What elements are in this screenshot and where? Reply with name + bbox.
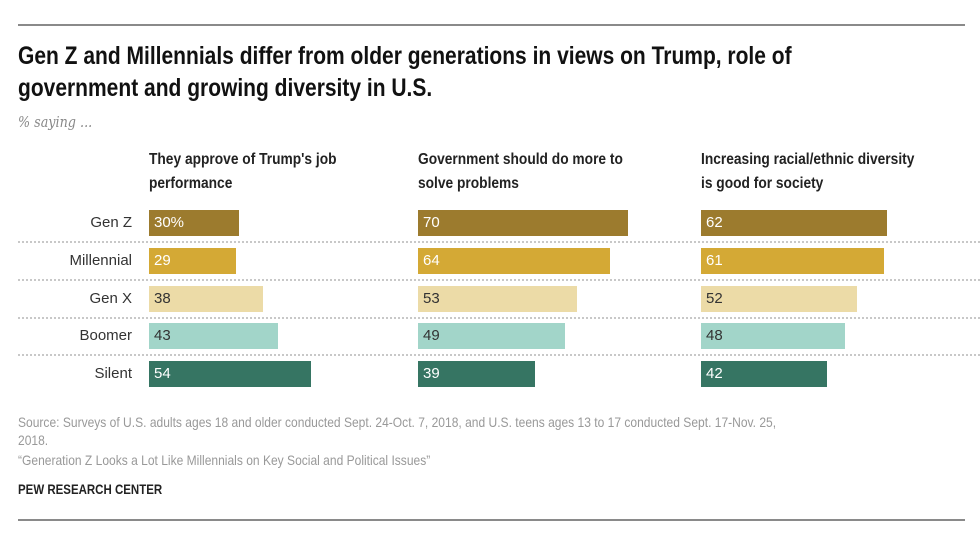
row-divider <box>18 316 980 319</box>
title-line: government and growing diversity in U.S. <box>18 74 433 102</box>
report-title: “Generation Z Looks a Lot Like Millennia… <box>18 452 431 468</box>
bar-gen-x: 53 <box>418 285 577 312</box>
top-rule <box>18 24 965 26</box>
header-line: is good for society <box>701 175 824 192</box>
data-label: 62 <box>706 214 723 231</box>
row-divider <box>18 241 980 243</box>
bar-boomer: 48 <box>701 323 845 350</box>
bar-gen-z: 30% <box>149 210 239 236</box>
panel-header-trump: They approve of Trump's job performance <box>149 148 337 196</box>
header-line: They approve of Trump's job <box>149 151 337 168</box>
data-label: 30% <box>154 214 185 231</box>
category-label: Silent <box>94 365 132 383</box>
data-label: 52 <box>706 289 723 307</box>
bottom-rule <box>18 519 965 521</box>
chart-subtitle: % saying ... <box>18 113 93 131</box>
row-divider <box>18 278 980 281</box>
data-label: 43 <box>154 327 171 345</box>
data-label: 70 <box>423 214 440 231</box>
source-note-cont: 2018. <box>18 432 49 448</box>
data-label: 54 <box>154 365 171 383</box>
header-line: Government should do more to <box>418 151 623 168</box>
data-label: 61 <box>706 251 723 269</box>
chart-title: Gen Z and Millennials differ from older … <box>18 40 792 104</box>
bar-gen-z: 62 <box>701 210 887 236</box>
category-label: Gen X <box>89 289 132 307</box>
source-note: Source: Surveys of U.S. adults ages 18 a… <box>18 414 777 430</box>
data-label: 29 <box>154 251 171 269</box>
bar-gen-x: 52 <box>701 285 857 312</box>
bar-boomer: 43 <box>149 323 278 350</box>
data-label: 53 <box>423 289 440 307</box>
data-label: 48 <box>706 327 723 345</box>
category-label: Boomer <box>79 327 132 345</box>
brand-logo-text: PEW RESEARCH CENTER <box>18 481 163 497</box>
data-label: 38 <box>154 289 171 307</box>
bar-silent: 54 <box>149 361 311 388</box>
bar-millennial: 61 <box>701 247 884 274</box>
data-label: 42 <box>706 365 723 383</box>
panel-header-government: Government should do more to solve probl… <box>418 148 623 196</box>
row-divider <box>18 354 980 357</box>
bar-gen-x: 38 <box>149 285 263 312</box>
bar-silent: 42 <box>701 361 827 388</box>
bar-millennial: 29 <box>149 247 236 274</box>
panel-header-diversity: Increasing racial/ethnic diversity is go… <box>701 148 914 196</box>
data-label: 64 <box>423 251 440 269</box>
bar-silent: 39 <box>418 361 535 388</box>
title-line: Gen Z and Millennials differ from older … <box>18 42 792 70</box>
header-line: solve problems <box>418 175 519 192</box>
category-label: Millennial <box>69 251 132 269</box>
bar-gen-z: 70 <box>418 210 628 236</box>
bar-millennial: 64 <box>418 247 610 274</box>
header-line: performance <box>149 175 233 192</box>
category-label: Gen Z <box>90 214 132 231</box>
header-line: Increasing racial/ethnic diversity <box>701 151 915 168</box>
bar-boomer: 49 <box>418 323 565 350</box>
data-label: 49 <box>423 327 440 345</box>
data-label: 39 <box>423 365 440 383</box>
